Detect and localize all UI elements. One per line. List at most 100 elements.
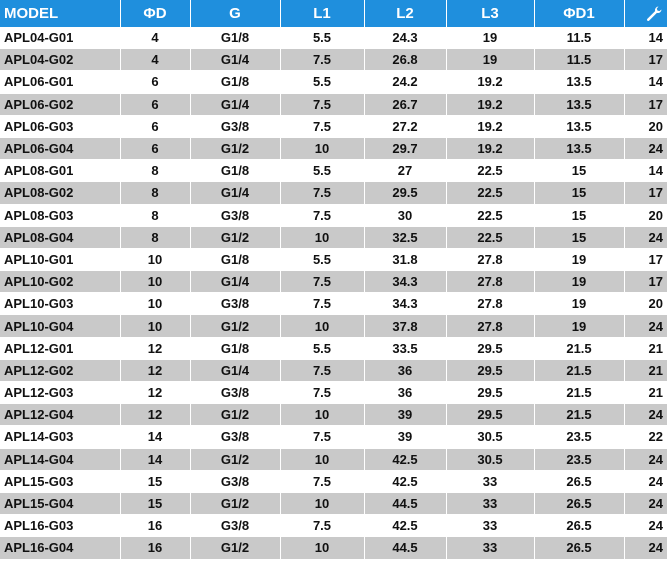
cell-diameter: 10 [120, 270, 191, 294]
table-row: APL16-G04 16 G1/2 10 44.5 33 26.5 24 [0, 536, 667, 560]
cell-l2: 24.3 [364, 27, 447, 50]
header-thread: G [190, 0, 281, 27]
cell-d1: 26.5 [534, 470, 625, 493]
cell-model: APL06-G03 [0, 115, 121, 138]
cell-thread: G1/8 [190, 248, 281, 272]
cell-l2: 34.3 [364, 292, 447, 316]
table-row: APL12-G04 12 G1/2 10 39 29.5 21.5 24 [0, 403, 667, 427]
wrench-icon [645, 4, 663, 21]
cell-l3: 33 [446, 536, 535, 560]
cell-d1: 19 [534, 248, 625, 272]
cell-l2: 42.5 [364, 470, 447, 493]
cell-d1: 13.5 [534, 137, 625, 161]
cell-thread: G1/2 [190, 492, 281, 516]
cell-diameter: 12 [120, 359, 191, 383]
cell-l3: 19 [446, 27, 535, 50]
cell-l2: 26.8 [364, 48, 447, 72]
cell-diameter: 6 [120, 137, 191, 161]
cell-l2: 44.5 [364, 492, 447, 516]
cell-l3: 22.5 [446, 159, 535, 183]
cell-model: APL10-G04 [0, 314, 121, 338]
header-l3: L3 [446, 0, 535, 27]
cell-l3: 22.5 [446, 226, 535, 249]
cell-l1: 7.5 [280, 204, 365, 227]
cell-wrench-size: 20 [624, 115, 667, 138]
cell-l2: 39 [364, 403, 447, 427]
table-row: APL08-G04 8 G1/2 10 32.5 22.5 15 24 [0, 226, 667, 249]
cell-thread: G3/8 [190, 425, 281, 449]
table-row: APL12-G01 12 G1/8 5.5 33.5 29.5 21.5 21 [0, 337, 667, 360]
cell-d1: 21.5 [534, 381, 625, 405]
cell-wrench-size: 24 [624, 403, 667, 427]
cell-l3: 30.5 [446, 448, 535, 471]
cell-thread: G3/8 [190, 204, 281, 227]
cell-diameter: 12 [120, 403, 191, 427]
cell-wrench-size: 17 [624, 181, 667, 205]
cell-l2: 32.5 [364, 226, 447, 249]
cell-l2: 42.5 [364, 514, 447, 538]
cell-l2: 26.7 [364, 93, 447, 116]
cell-d1: 13.5 [534, 93, 625, 116]
cell-l3: 19.2 [446, 137, 535, 161]
table-row: APL14-G03 14 G3/8 7.5 39 30.5 23.5 22 [0, 425, 667, 449]
cell-wrench-size: 17 [624, 270, 667, 294]
cell-l2: 31.8 [364, 248, 447, 272]
cell-diameter: 14 [120, 425, 191, 449]
cell-d1: 23.5 [534, 448, 625, 471]
header-diameter: ΦD [120, 0, 191, 27]
cell-wrench-size: 21 [624, 381, 667, 405]
cell-l1: 7.5 [280, 270, 365, 294]
cell-l3: 29.5 [446, 337, 535, 360]
table-row: APL06-G01 6 G1/8 5.5 24.2 19.2 13.5 14 [0, 70, 667, 94]
cell-l2: 44.5 [364, 536, 447, 560]
cell-l2: 36 [364, 381, 447, 405]
cell-l3: 27.8 [446, 292, 535, 316]
cell-thread: G1/2 [190, 314, 281, 338]
cell-thread: G1/2 [190, 137, 281, 161]
cell-l1: 7.5 [280, 514, 365, 538]
cell-d1: 21.5 [534, 359, 625, 383]
cell-l1: 10 [280, 536, 365, 560]
cell-l2: 27.2 [364, 115, 447, 138]
table-row: APL10-G04 10 G1/2 10 37.8 27.8 19 24 [0, 314, 667, 338]
table-row: APL04-G01 4 G1/8 5.5 24.3 19 11.5 14 [0, 27, 667, 50]
cell-l1: 10 [280, 137, 365, 161]
cell-d1: 21.5 [534, 337, 625, 360]
cell-thread: G1/8 [190, 27, 281, 50]
cell-l3: 22.5 [446, 204, 535, 227]
cell-l2: 29.7 [364, 137, 447, 161]
cell-l1: 7.5 [280, 292, 365, 316]
table-row: APL08-G03 8 G3/8 7.5 30 22.5 15 20 [0, 204, 667, 227]
cell-model: APL06-G04 [0, 137, 121, 161]
cell-diameter: 6 [120, 115, 191, 138]
cell-thread: G1/8 [190, 159, 281, 183]
cell-diameter: 4 [120, 27, 191, 50]
table-row: APL14-G04 14 G1/2 10 42.5 30.5 23.5 24 [0, 448, 667, 471]
cell-thread: G1/8 [190, 70, 281, 94]
cell-thread: G3/8 [190, 292, 281, 316]
cell-thread: G1/4 [190, 48, 281, 72]
table-row: APL10-G02 10 G1/4 7.5 34.3 27.8 19 17 [0, 270, 667, 294]
cell-l3: 29.5 [446, 359, 535, 383]
cell-model: APL08-G04 [0, 226, 121, 249]
cell-model: APL16-G03 [0, 514, 121, 538]
cell-diameter: 14 [120, 448, 191, 471]
specification-table: MODEL ΦD G L1 L2 L3 ΦD1 APL04-G01 4 G1/8 5.… [0, 0, 667, 560]
cell-l1: 10 [280, 314, 365, 338]
cell-l1: 7.5 [280, 48, 365, 72]
cell-wrench-size: 21 [624, 337, 667, 360]
cell-model: APL10-G03 [0, 292, 121, 316]
cell-l3: 33 [446, 514, 535, 538]
cell-model: APL08-G02 [0, 181, 121, 205]
cell-wrench-size: 24 [624, 226, 667, 249]
cell-l2: 37.8 [364, 314, 447, 338]
cell-wrench-size: 17 [624, 248, 667, 272]
cell-d1: 26.5 [534, 536, 625, 560]
cell-wrench-size: 24 [624, 536, 667, 560]
cell-model: APL04-G01 [0, 27, 121, 50]
cell-l1: 7.5 [280, 381, 365, 405]
cell-diameter: 10 [120, 314, 191, 338]
cell-thread: G1/8 [190, 337, 281, 360]
cell-thread: G3/8 [190, 381, 281, 405]
cell-thread: G1/4 [190, 181, 281, 205]
